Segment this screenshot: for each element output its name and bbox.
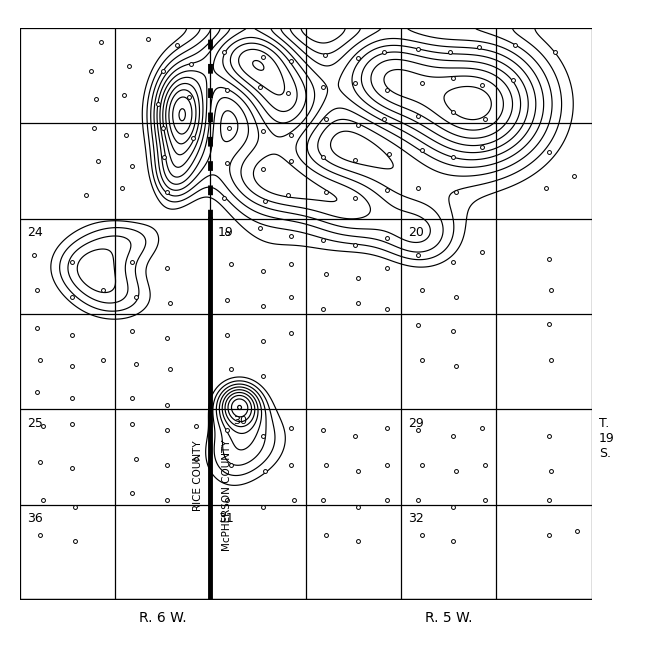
Text: T.
19
S.: T. 19 S.: [599, 417, 615, 460]
Text: 24: 24: [27, 226, 43, 239]
Text: 29: 29: [408, 417, 424, 430]
Text: 32: 32: [408, 512, 424, 525]
Text: 25: 25: [27, 417, 43, 430]
Text: RICE COUNTY: RICE COUNTY: [194, 441, 203, 512]
Text: R. 5 W.: R. 5 W.: [424, 611, 473, 625]
Text: 36: 36: [27, 512, 43, 525]
Text: McPHERSON COUNTY: McPHERSON COUNTY: [222, 440, 231, 551]
Text: 19: 19: [218, 226, 233, 239]
Text: 20: 20: [408, 226, 424, 239]
Text: 30: 30: [233, 416, 248, 426]
Text: 31: 31: [218, 512, 233, 525]
Text: R. 6 W.: R. 6 W.: [138, 611, 187, 625]
